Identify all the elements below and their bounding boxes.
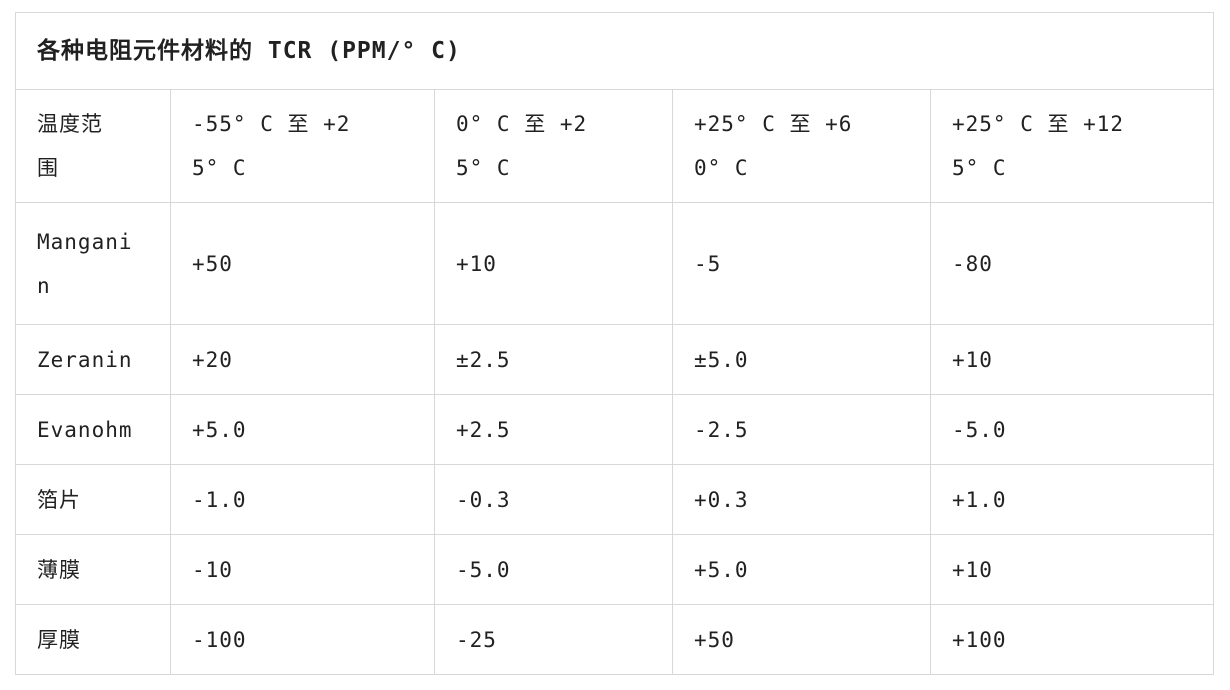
table-row-zeranin: Zeranin +20 ±2.5 ±5.0 +10: [15, 324, 1215, 395]
material-cell: Mangani n: [15, 202, 171, 325]
value-cell: -5: [672, 202, 931, 325]
value-cell: +2.5: [434, 394, 673, 465]
value-cell: ±5.0: [672, 324, 931, 395]
table-header-row: 温度范 围 -55° C 至 +2 5° C 0° C 至 +2 5° C +2…: [15, 89, 1215, 203]
header-cell-temp-range: 温度范 围: [15, 89, 171, 203]
material-cell: 薄膜: [15, 534, 171, 605]
table-row-evanohm: Evanohm +5.0 +2.5 -2.5 -5.0: [15, 394, 1215, 465]
table-title-row: 各种电阻元件材料的 TCR (PPM/° C): [14, 12, 1215, 90]
table-row-foil: 箔片 -1.0 -0.3 +0.3 +1.0: [15, 464, 1215, 535]
table-row-thin-film: 薄膜 -10 -5.0 +5.0 +10: [15, 534, 1215, 605]
material-cell: Evanohm: [15, 394, 171, 465]
value-cell: +1.0: [929, 464, 1215, 535]
header-cell-range-3: +25° C 至 +6 0° C: [672, 89, 931, 203]
value-cell: -5.0: [929, 394, 1215, 465]
material-cell: Zeranin: [15, 324, 171, 395]
value-cell: +20: [170, 324, 435, 395]
value-cell: +50: [170, 202, 435, 325]
table-row-manganin: Mangani n +50 +10 -5 -80: [15, 202, 1215, 325]
table-row-thick-film: 厚膜 -100 -25 +50 +100: [15, 604, 1215, 675]
value-cell: +10: [434, 202, 673, 325]
value-cell: -80: [929, 202, 1215, 325]
material-cell: 厚膜: [15, 604, 171, 675]
value-cell: -5.0: [434, 534, 673, 605]
value-cell: +10: [929, 324, 1215, 395]
value-cell: ±2.5: [434, 324, 673, 395]
value-cell: -100: [170, 604, 435, 675]
header-cell-range-1: -55° C 至 +2 5° C: [170, 89, 435, 203]
table-title: 各种电阻元件材料的 TCR (PPM/° C): [14, 12, 1215, 90]
value-cell: +100: [929, 604, 1215, 675]
material-cell: 箔片: [15, 464, 171, 535]
value-cell: +5.0: [672, 534, 931, 605]
tcr-table: 各种电阻元件材料的 TCR (PPM/° C) 温度范 围 -55° C 至 +…: [14, 12, 1215, 675]
value-cell: -1.0: [170, 464, 435, 535]
value-cell: -2.5: [672, 394, 931, 465]
value-cell: +50: [672, 604, 931, 675]
header-cell-range-4: +25° C 至 +12 5° C: [929, 89, 1215, 203]
value-cell: +5.0: [170, 394, 435, 465]
value-cell: -0.3: [434, 464, 673, 535]
value-cell: +0.3: [672, 464, 931, 535]
header-cell-range-2: 0° C 至 +2 5° C: [434, 89, 673, 203]
value-cell: -25: [434, 604, 673, 675]
tcr-table-container: 各种电阻元件材料的 TCR (PPM/° C) 温度范 围 -55° C 至 +…: [14, 12, 1215, 675]
value-cell: +10: [929, 534, 1215, 605]
value-cell: -10: [170, 534, 435, 605]
